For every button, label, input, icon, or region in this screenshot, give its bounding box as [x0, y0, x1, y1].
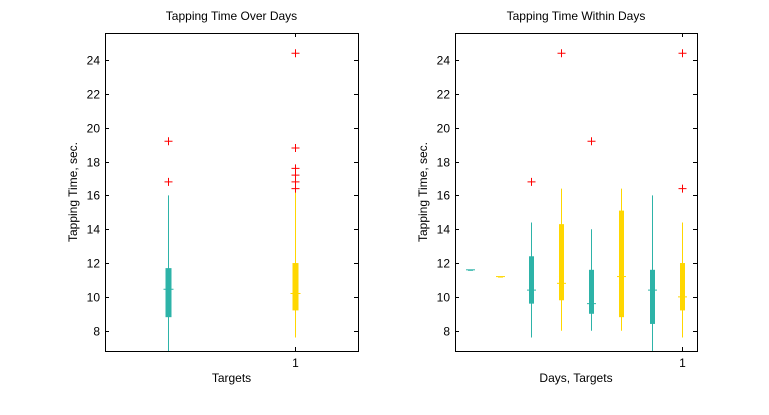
y-tick-label: 24	[87, 54, 101, 68]
y-tick-label: 18	[87, 156, 101, 170]
y-tick-label: 20	[437, 122, 451, 136]
box-group	[617, 188, 626, 331]
outlier-marker	[587, 137, 596, 146]
box	[619, 210, 624, 318]
box-group	[557, 49, 566, 331]
outlier-marker	[291, 171, 300, 180]
chart-panel: Tapping Time Within Days Days, Targets Tap…	[416, 9, 698, 385]
x-axis-label: Days, Targets	[539, 371, 612, 385]
outlier-marker	[291, 49, 300, 58]
x-axis-label: Targets	[212, 371, 251, 385]
chart-panel: Tapping Time Over Days Targets Tapping Tim…	[66, 9, 359, 385]
box-group	[648, 195, 657, 351]
x-tick-label: 1	[292, 356, 299, 370]
y-tick-label: 22	[437, 88, 451, 102]
box-group	[678, 49, 687, 338]
y-tick-label: 22	[87, 88, 101, 102]
box-group	[163, 137, 174, 351]
y-tick-label: 18	[437, 156, 451, 170]
outlier-marker	[557, 49, 566, 58]
y-axis-label: Tapping Time, sec.	[66, 142, 80, 242]
box-group	[496, 276, 505, 278]
box	[650, 269, 655, 324]
y-tick-label: 8	[93, 325, 100, 339]
y-tick-label: 12	[437, 257, 451, 271]
box-group	[587, 137, 596, 331]
y-tick-label: 16	[87, 189, 101, 203]
y-tick-label: 14	[87, 223, 101, 237]
box-group	[527, 177, 536, 338]
box	[559, 224, 564, 301]
chart-title: Tapping Time Within Days	[507, 9, 646, 23]
box	[529, 256, 534, 304]
chart-title: Tapping Time Over Days	[166, 9, 297, 23]
plot-frame	[105, 33, 359, 352]
y-tick-label: 10	[437, 291, 451, 305]
plot-frame	[455, 33, 698, 352]
box	[680, 263, 685, 311]
outlier-marker	[291, 144, 300, 153]
outlier-marker	[164, 137, 173, 146]
outlier-marker	[291, 164, 300, 173]
box-group	[466, 269, 475, 271]
outlier-marker	[291, 184, 300, 193]
y-tick-label: 24	[437, 54, 451, 68]
outlier-marker	[291, 177, 300, 186]
outlier-marker	[164, 177, 173, 186]
outlier-marker	[678, 184, 687, 193]
y-tick-label: 20	[87, 122, 101, 136]
x-tick-label: 1	[679, 356, 686, 370]
box	[292, 263, 299, 311]
y-axis-label: Tapping Time, sec.	[416, 142, 430, 242]
box-group	[290, 49, 301, 338]
outlier-marker	[527, 177, 536, 186]
box	[589, 269, 594, 314]
outlier-marker	[678, 49, 687, 58]
y-tick-label: 14	[437, 223, 451, 237]
y-tick-label: 8	[443, 325, 450, 339]
y-tick-label: 12	[87, 257, 101, 271]
y-tick-label: 10	[87, 291, 101, 305]
y-tick-label: 16	[437, 189, 451, 203]
box	[165, 268, 172, 318]
